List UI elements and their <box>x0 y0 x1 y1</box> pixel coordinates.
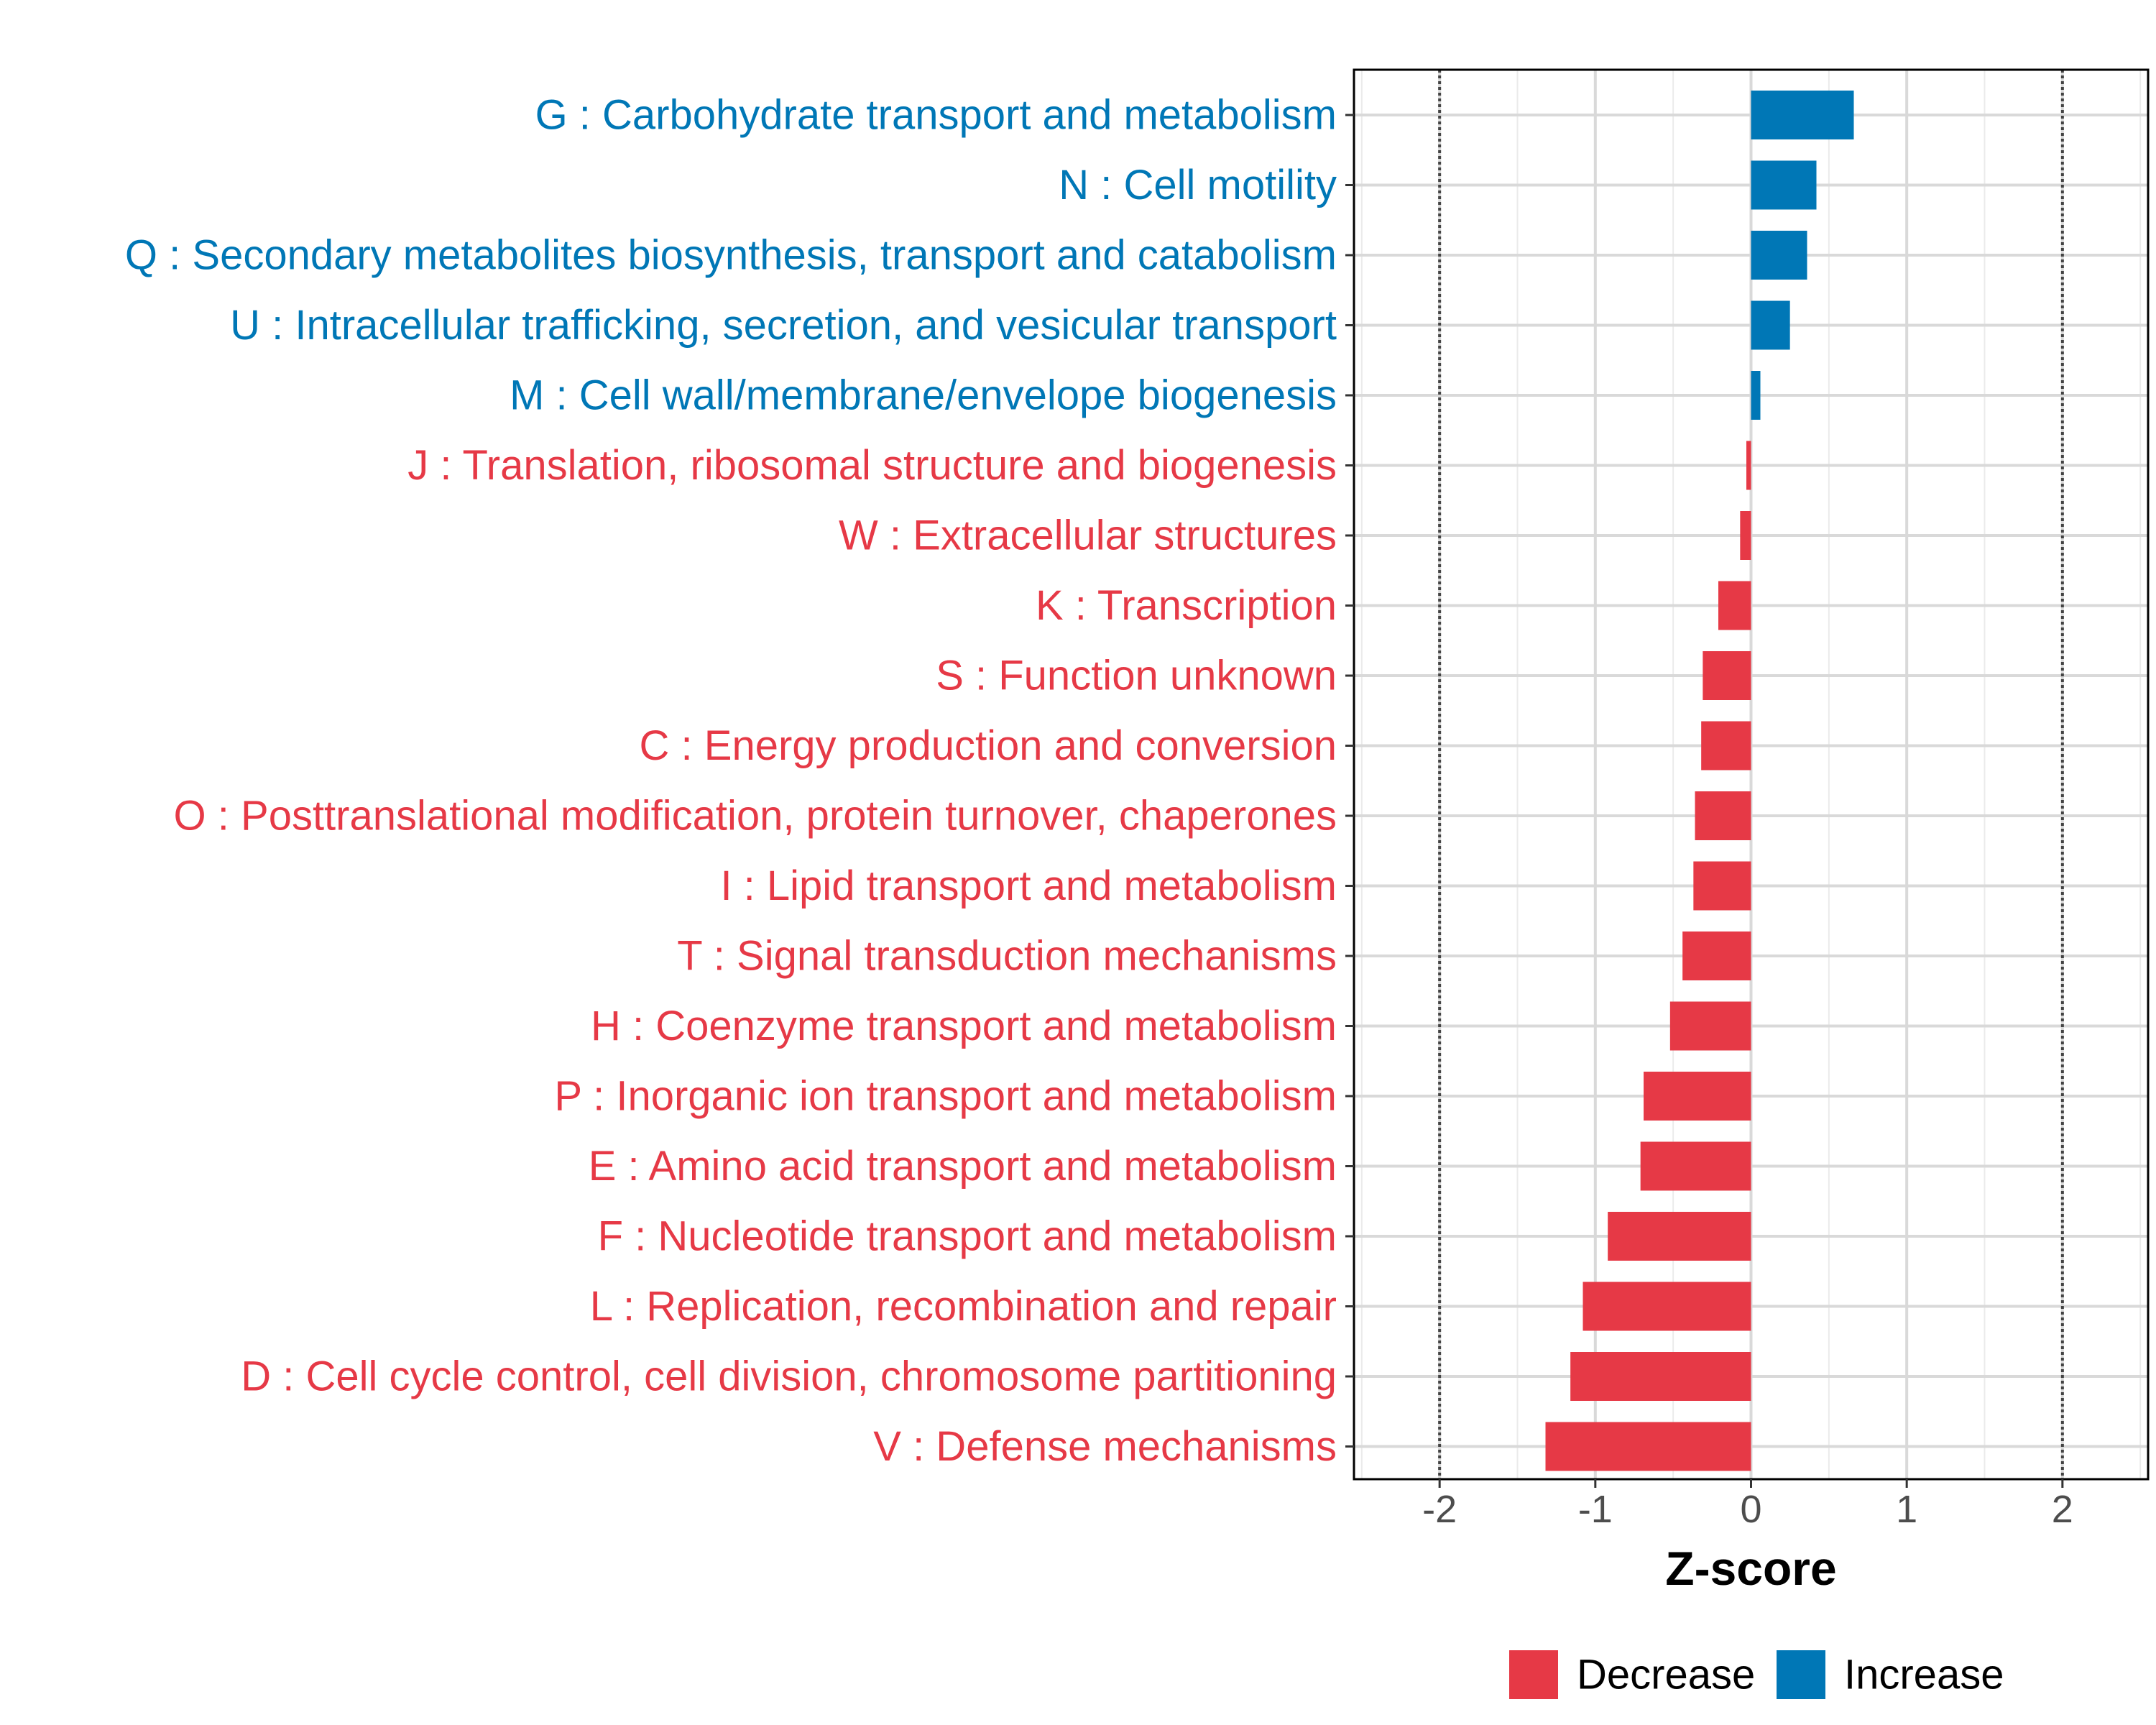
bar <box>1751 91 1854 139</box>
bar-layer <box>1545 91 1854 1471</box>
legend-swatch <box>1777 1650 1825 1699</box>
legend-label: Increase <box>1844 1652 2004 1698</box>
y-tick-label: P : Inorganic ion transport and metaboli… <box>554 1073 1337 1120</box>
y-tick-label: W : Extracellular structures <box>839 512 1337 559</box>
bar <box>1751 371 1761 420</box>
bar <box>1746 441 1751 490</box>
bar <box>1608 1212 1751 1261</box>
y-tick-label: T : Signal transduction mechanisms <box>677 933 1337 980</box>
x-tick-label: -2 <box>1422 1488 1457 1531</box>
bar <box>1545 1422 1751 1471</box>
bar <box>1703 651 1751 700</box>
y-tick-label: U : Intracellular trafficking, secretion… <box>230 302 1337 349</box>
bar <box>1740 511 1751 560</box>
y-tick-label: I : Lipid transport and metabolism <box>720 862 1337 909</box>
y-axis: G : Carbohydrate transport and metabolis… <box>125 92 1354 1470</box>
y-tick-label: K : Transcription <box>1036 582 1337 629</box>
bar <box>1583 1282 1751 1331</box>
y-tick-label: M : Cell wall/membrane/envelope biogenes… <box>510 372 1337 419</box>
bar <box>1669 1001 1751 1051</box>
bar <box>1640 1141 1751 1191</box>
y-tick-label: L : Replication, recombination and repai… <box>590 1283 1337 1330</box>
y-tick-label: J : Translation, ribosomal structure and… <box>407 442 1337 489</box>
legend: Decrease Increase <box>1509 1650 2004 1699</box>
bar <box>1751 160 1817 210</box>
x-tick-label: 0 <box>1740 1488 1761 1531</box>
legend-swatch <box>1509 1650 1558 1699</box>
y-tick-label: D : Cell cycle control, cell division, c… <box>241 1353 1337 1400</box>
y-tick-label: V : Defense mechanisms <box>873 1423 1337 1470</box>
bar <box>1751 300 1790 350</box>
bar <box>1570 1352 1751 1401</box>
reference-lines <box>1438 70 2064 1479</box>
y-tick-label: Q : Secondary metabolites biosynthesis, … <box>125 232 1337 279</box>
y-tick-label: F : Nucleotide transport and metabolism <box>598 1213 1337 1260</box>
y-tick-label: H : Coenzyme transport and metabolism <box>591 1003 1337 1049</box>
bar <box>1695 791 1751 840</box>
bar <box>1701 721 1751 770</box>
x-axis-title: Z-score <box>1665 1542 1836 1595</box>
y-tick-label: G : Carbohydrate transport and metabolis… <box>535 92 1337 139</box>
y-tick-label: C : Energy production and conversion <box>640 722 1337 769</box>
bar <box>1693 861 1751 911</box>
x-tick-label: -1 <box>1578 1488 1613 1531</box>
y-tick-label: N : Cell motility <box>1059 162 1337 208</box>
bar <box>1644 1072 1751 1121</box>
bar <box>1751 231 1807 280</box>
x-tick-label: 2 <box>2052 1488 2073 1531</box>
y-tick-label: O : Posttranslational modification, prot… <box>174 793 1337 840</box>
x-tick-label: 1 <box>1896 1488 1917 1531</box>
legend-label: Decrease <box>1577 1652 1755 1698</box>
y-tick-label: E : Amino acid transport and metabolism <box>589 1143 1337 1190</box>
y-tick-label: S : Function unknown <box>936 653 1337 699</box>
x-axis: -2 -1 0 1 2 <box>1422 1479 2073 1531</box>
bar <box>1682 932 1751 980</box>
bar <box>1718 581 1751 630</box>
